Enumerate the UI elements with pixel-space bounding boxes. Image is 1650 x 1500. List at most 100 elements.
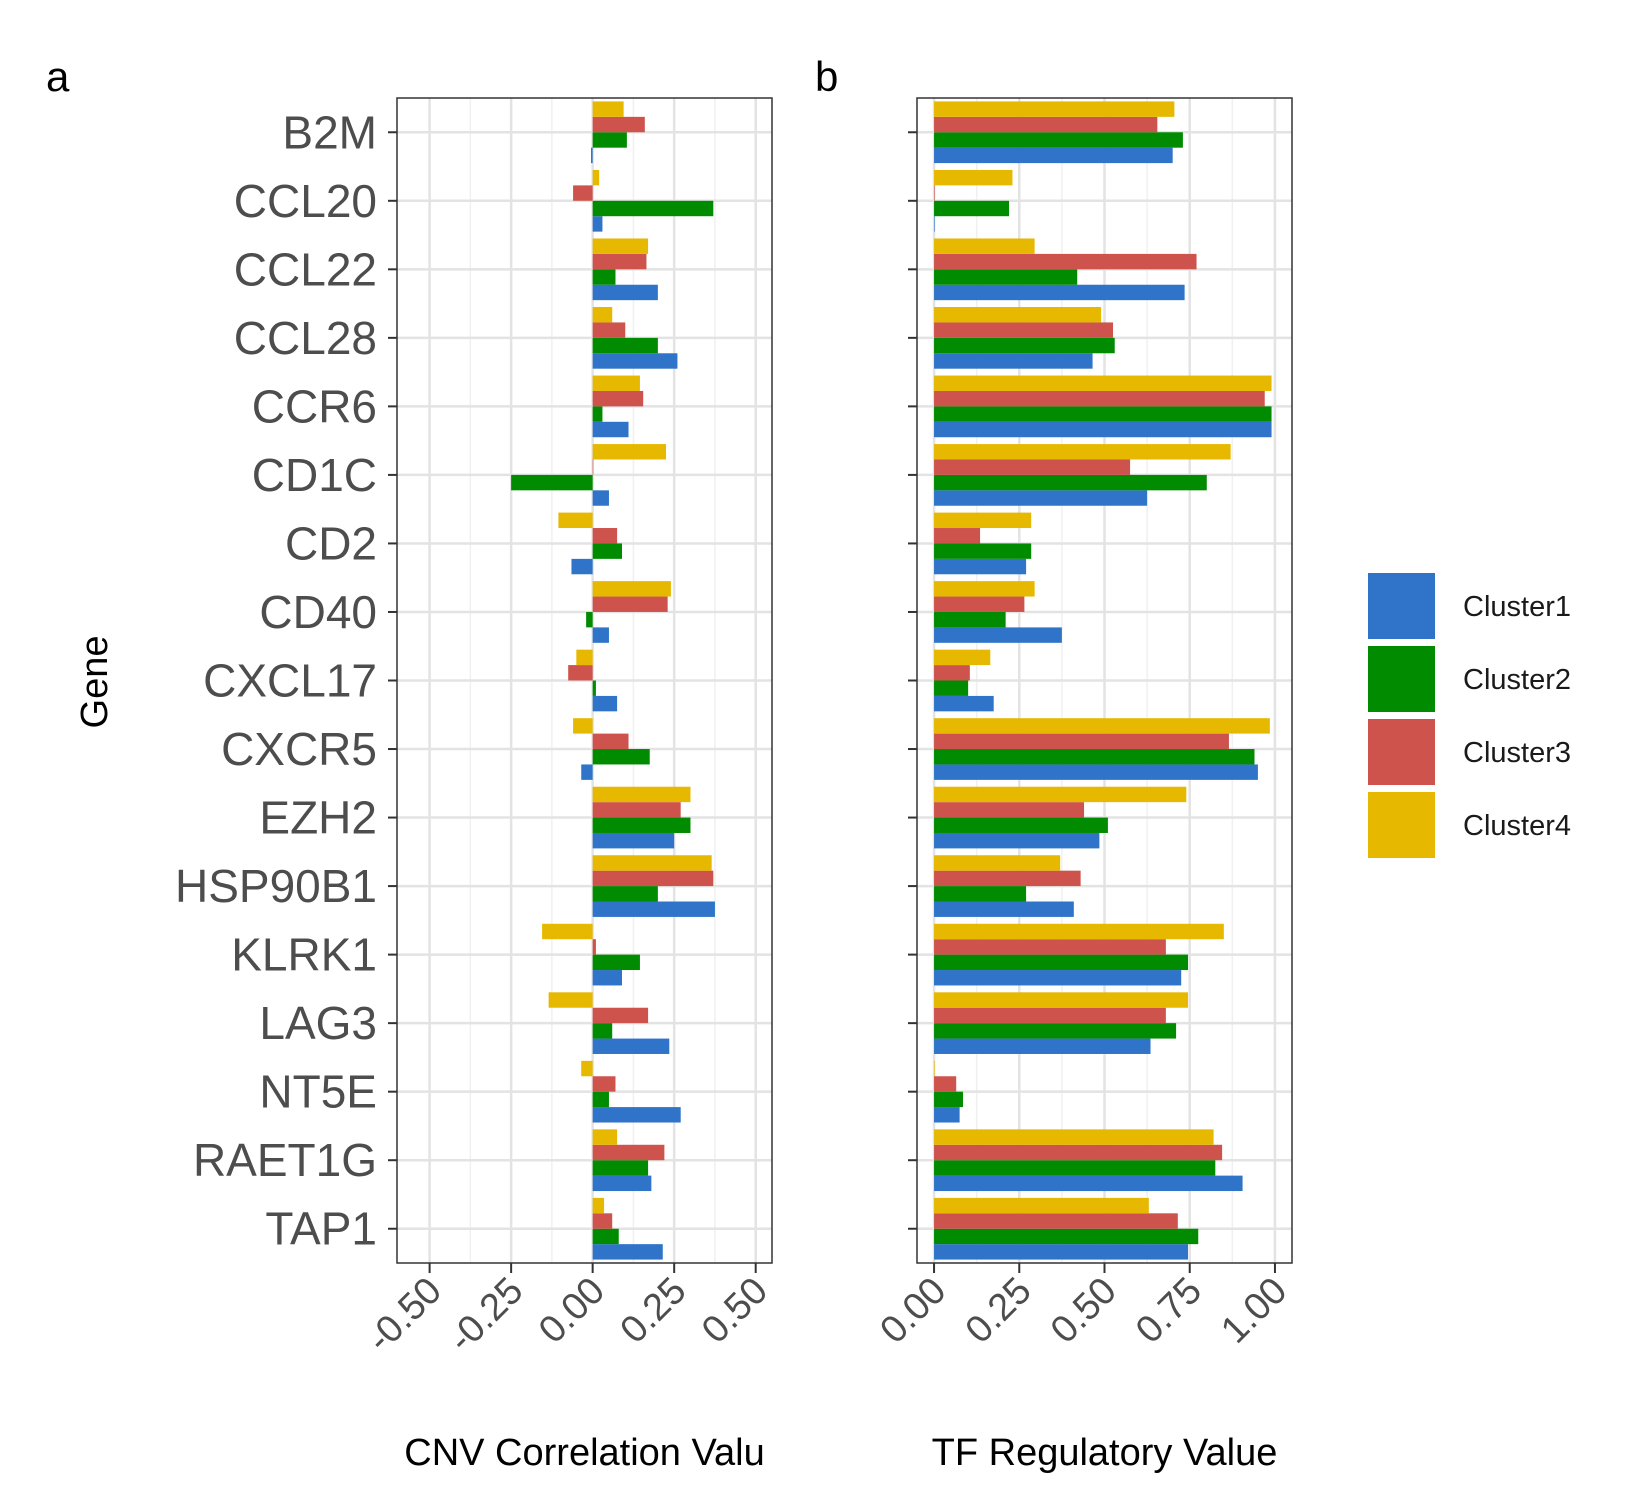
bar-b2m-cluster3 xyxy=(592,116,645,133)
bar-cd1c-cluster3 xyxy=(592,459,594,475)
bar-cxcl17-cluster2 xyxy=(592,680,596,696)
bar-ccl28-cluster4 xyxy=(592,307,613,323)
x-tick-label: 0.00 xyxy=(531,1270,613,1352)
bar-ccr6-cluster1 xyxy=(592,421,629,438)
panel-a-letter: a xyxy=(46,53,70,100)
panel-a-cnv-correlation: B2M CCL20 CCL22 CCL28 CCR6 CD1C CD2 CD40 CXCL17 C… xyxy=(74,97,776,1474)
bar-cd40-cluster1 xyxy=(934,627,1062,643)
bar-ccr6-cluster2 xyxy=(934,406,1272,422)
gene-label-cxcr5: CXCR5 xyxy=(221,723,377,775)
gene-label-nt5e: NT5E xyxy=(259,1066,377,1118)
bar-ccl20-cluster1 xyxy=(592,216,603,232)
x-tick-label: 0.25 xyxy=(958,1270,1040,1352)
bar-cd2-cluster3 xyxy=(934,528,981,544)
x-tick-label: 0.50 xyxy=(1043,1270,1125,1352)
bar-klrk1-cluster3 xyxy=(592,939,596,955)
x-tick-label: 0.25 xyxy=(613,1270,695,1352)
bar-cd1c-cluster1 xyxy=(592,490,609,506)
bar-ccl22-cluster3 xyxy=(592,253,647,270)
bar-cd1c-cluster4 xyxy=(934,444,1231,460)
bar-hsp90b1-cluster3 xyxy=(934,870,1081,887)
legend-key-cluster1 xyxy=(1368,573,1435,639)
bar-cd2-cluster1 xyxy=(934,558,1027,575)
bar-ccr6-cluster4 xyxy=(934,375,1272,391)
bar-cxcl17-cluster1 xyxy=(592,695,618,712)
bar-lag3-cluster4 xyxy=(934,992,1189,1008)
bar-cd2-cluster2 xyxy=(934,543,1032,559)
bar-tap1-cluster2 xyxy=(934,1228,1199,1245)
bar-cd40-cluster3 xyxy=(592,596,668,612)
legend-key-cluster2 xyxy=(1368,646,1435,712)
bar-ccl22-cluster1 xyxy=(592,284,658,301)
bar-nt5e-cluster3 xyxy=(592,1076,616,1092)
x-tick-label: -0.50 xyxy=(359,1270,450,1361)
bar-ccr6-cluster1 xyxy=(934,421,1272,438)
bar-hsp90b1-cluster2 xyxy=(934,886,1027,902)
bar-cxcr5-cluster4 xyxy=(934,718,1270,734)
bar-lag3-cluster3 xyxy=(934,1007,1166,1024)
bar-lag3-cluster3 xyxy=(592,1007,649,1024)
bar-tap1-cluster2 xyxy=(592,1228,619,1245)
bar-klrk1-cluster2 xyxy=(592,954,640,971)
bar-raet1g-cluster2 xyxy=(592,1160,649,1176)
bar-cd1c-cluster2 xyxy=(934,474,1207,491)
bar-tap1-cluster3 xyxy=(592,1213,613,1229)
gene-label-klrk1: KLRK1 xyxy=(231,929,377,981)
bar-ccl28-cluster4 xyxy=(934,307,1102,323)
bar-ccr6-cluster3 xyxy=(934,390,1265,407)
gene-label-cd2: CD2 xyxy=(285,517,377,569)
bar-nt5e-cluster1 xyxy=(592,1107,681,1123)
bar-raet1g-cluster1 xyxy=(934,1175,1243,1192)
panel-a-x-axis: -0.50-0.25 0.00 0.25 0.50 xyxy=(359,1263,776,1361)
gene-label-cd1c: CD1C xyxy=(252,449,377,501)
bar-cd2-cluster2 xyxy=(592,543,622,559)
bar-raet1g-cluster2 xyxy=(934,1160,1216,1176)
bar-nt5e-cluster1 xyxy=(934,1107,960,1123)
bar-raet1g-cluster1 xyxy=(592,1175,652,1192)
x-tick-label: 0.00 xyxy=(872,1270,954,1352)
bar-cxcr5-cluster2 xyxy=(592,749,650,765)
bar-ccl22-cluster4 xyxy=(592,238,649,254)
bar-hsp90b1-cluster4 xyxy=(592,855,712,871)
bar-ccl20-cluster4 xyxy=(934,169,1013,186)
gene-label-ezh2: EZH2 xyxy=(259,792,377,844)
gene-label-ccl28: CCL28 xyxy=(234,312,377,364)
legend-label-cluster1: Cluster1 xyxy=(1463,591,1571,623)
bar-ccr6-cluster3 xyxy=(592,390,644,407)
bar-cd1c-cluster1 xyxy=(934,490,1148,506)
bar-ccr6-cluster4 xyxy=(592,375,640,391)
bar-cd40-cluster2 xyxy=(586,611,593,628)
legend-label-cluster4: Cluster4 xyxy=(1463,810,1571,842)
bar-cxcr5-cluster3 xyxy=(934,733,1229,750)
bar-raet1g-cluster4 xyxy=(934,1129,1214,1145)
bar-tap1-cluster4 xyxy=(934,1197,1149,1214)
bar-cd40-cluster3 xyxy=(934,596,1025,612)
bar-ccl20-cluster3 xyxy=(934,185,935,201)
gene-label-lag3: LAG3 xyxy=(259,997,377,1049)
panel-b-x-axis-title: TF Regulatory Value xyxy=(932,1432,1278,1474)
bar-cd1c-cluster3 xyxy=(934,459,1131,475)
bar-cd1c-cluster2 xyxy=(511,474,593,491)
bar-cd40-cluster2 xyxy=(934,611,1006,628)
panel-a-y-axis: B2M CCL20 CCL22 CCL28 CCR6 CD1C CD2 CD40 CXCL17 C… xyxy=(175,106,397,1255)
bar-lag3-cluster2 xyxy=(934,1023,1177,1039)
x-tick-label: 1.00 xyxy=(1213,1270,1295,1352)
gene-label-ccl20: CCL20 xyxy=(234,175,377,227)
bar-lag3-cluster1 xyxy=(934,1038,1151,1054)
legend: Cluster1 Cluster2 Cluster3 Cluster4 xyxy=(1368,573,1571,858)
bar-cd2-cluster3 xyxy=(592,528,618,544)
panel-b-tf-regulatory: 0.00 0.25 0.50 0.75 1.00 TF Regulatory Value xyxy=(872,97,1295,1474)
bar-cxcl17-cluster4 xyxy=(934,649,991,666)
bar-raet1g-cluster3 xyxy=(592,1144,665,1161)
bar-cd40-cluster1 xyxy=(592,627,609,643)
bar-ccl20-cluster4 xyxy=(592,169,600,186)
bar-hsp90b1-cluster1 xyxy=(592,901,715,917)
bar-cxcr5-cluster1 xyxy=(581,764,593,780)
bar-tap1-cluster1 xyxy=(934,1244,1189,1260)
bar-hsp90b1-cluster4 xyxy=(934,855,1061,871)
bar-cxcl17-cluster4 xyxy=(576,649,593,666)
bar-cxcr5-cluster3 xyxy=(592,733,629,750)
legend-key-cluster3 xyxy=(1368,719,1435,785)
bar-cxcr5-cluster2 xyxy=(934,749,1255,765)
